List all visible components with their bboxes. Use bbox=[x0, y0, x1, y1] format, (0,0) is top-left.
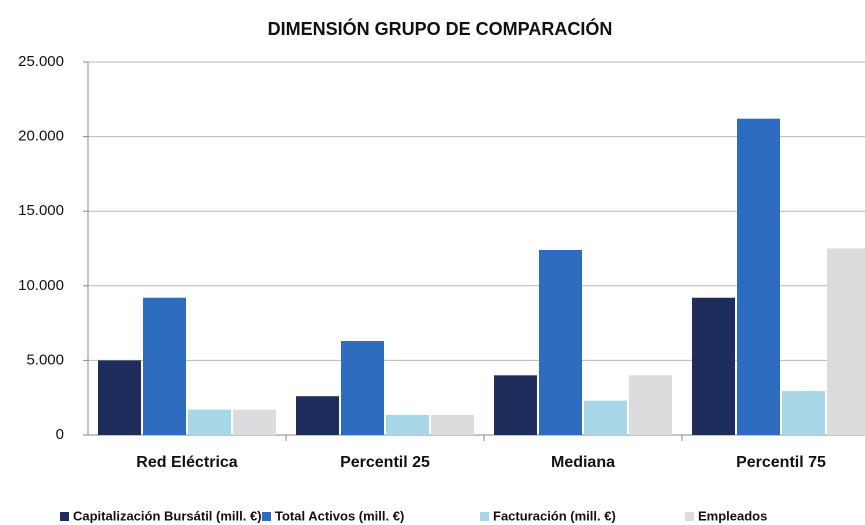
bar bbox=[431, 414, 474, 435]
legend-label: Empleados bbox=[698, 508, 767, 523]
bar bbox=[494, 375, 537, 435]
bar bbox=[584, 400, 627, 435]
bar bbox=[386, 414, 429, 435]
bar bbox=[539, 249, 582, 435]
bar bbox=[737, 118, 780, 436]
bar bbox=[233, 409, 276, 435]
y-tick-label: 0 bbox=[56, 426, 64, 443]
legend-swatch bbox=[480, 512, 489, 521]
y-tick-label: 20.000 bbox=[18, 128, 64, 145]
bar bbox=[782, 390, 825, 435]
x-tick-label: Percentil 25 bbox=[340, 454, 430, 471]
legend-swatch bbox=[685, 512, 694, 521]
y-tick-label: 25.000 bbox=[18, 53, 64, 70]
bar bbox=[188, 409, 231, 435]
x-tick-label: Red Eléctrica bbox=[136, 454, 237, 471]
bar bbox=[827, 248, 865, 435]
bar bbox=[98, 360, 141, 435]
legend-label: Total Activos (mill. €) bbox=[275, 508, 404, 523]
bar bbox=[143, 297, 186, 435]
bar bbox=[692, 297, 735, 435]
bar bbox=[629, 375, 672, 435]
x-tick-label: Percentil 75 bbox=[736, 454, 826, 471]
x-tick-label: Mediana bbox=[551, 454, 615, 471]
y-tick-label: 10.000 bbox=[18, 277, 64, 294]
bar bbox=[341, 341, 384, 435]
y-tick-label: 5.000 bbox=[26, 351, 64, 368]
legend-label: Capitalización Bursátil (mill. €) bbox=[73, 508, 262, 523]
legend-label: Facturación (mill. €) bbox=[493, 508, 616, 523]
legend-swatch bbox=[60, 512, 69, 521]
legend-swatch bbox=[262, 512, 271, 521]
chart-title: DIMENSIÓN GRUPO DE COMPARACIÓN bbox=[268, 18, 613, 39]
y-tick-label: 15.000 bbox=[18, 202, 64, 219]
bar bbox=[296, 396, 339, 435]
